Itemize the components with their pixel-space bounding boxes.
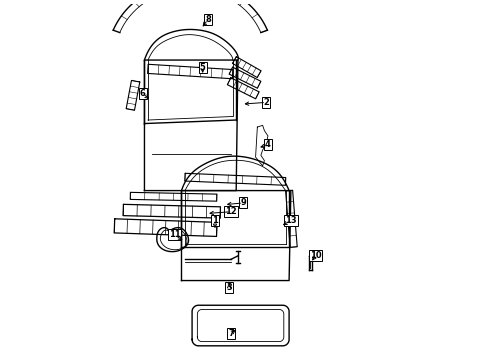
Text: 8: 8 [205, 15, 211, 24]
Text: 4: 4 [265, 140, 271, 149]
Text: 5: 5 [200, 63, 206, 72]
Text: 9: 9 [241, 198, 246, 207]
Text: 6: 6 [140, 89, 146, 98]
Text: 11: 11 [169, 230, 180, 239]
Text: 10: 10 [310, 251, 321, 260]
Text: 1: 1 [212, 216, 218, 225]
Text: 7: 7 [228, 329, 234, 338]
Text: 12: 12 [225, 207, 237, 216]
Text: 2: 2 [263, 98, 269, 107]
Text: 13: 13 [285, 216, 296, 225]
Text: 3: 3 [226, 283, 232, 292]
